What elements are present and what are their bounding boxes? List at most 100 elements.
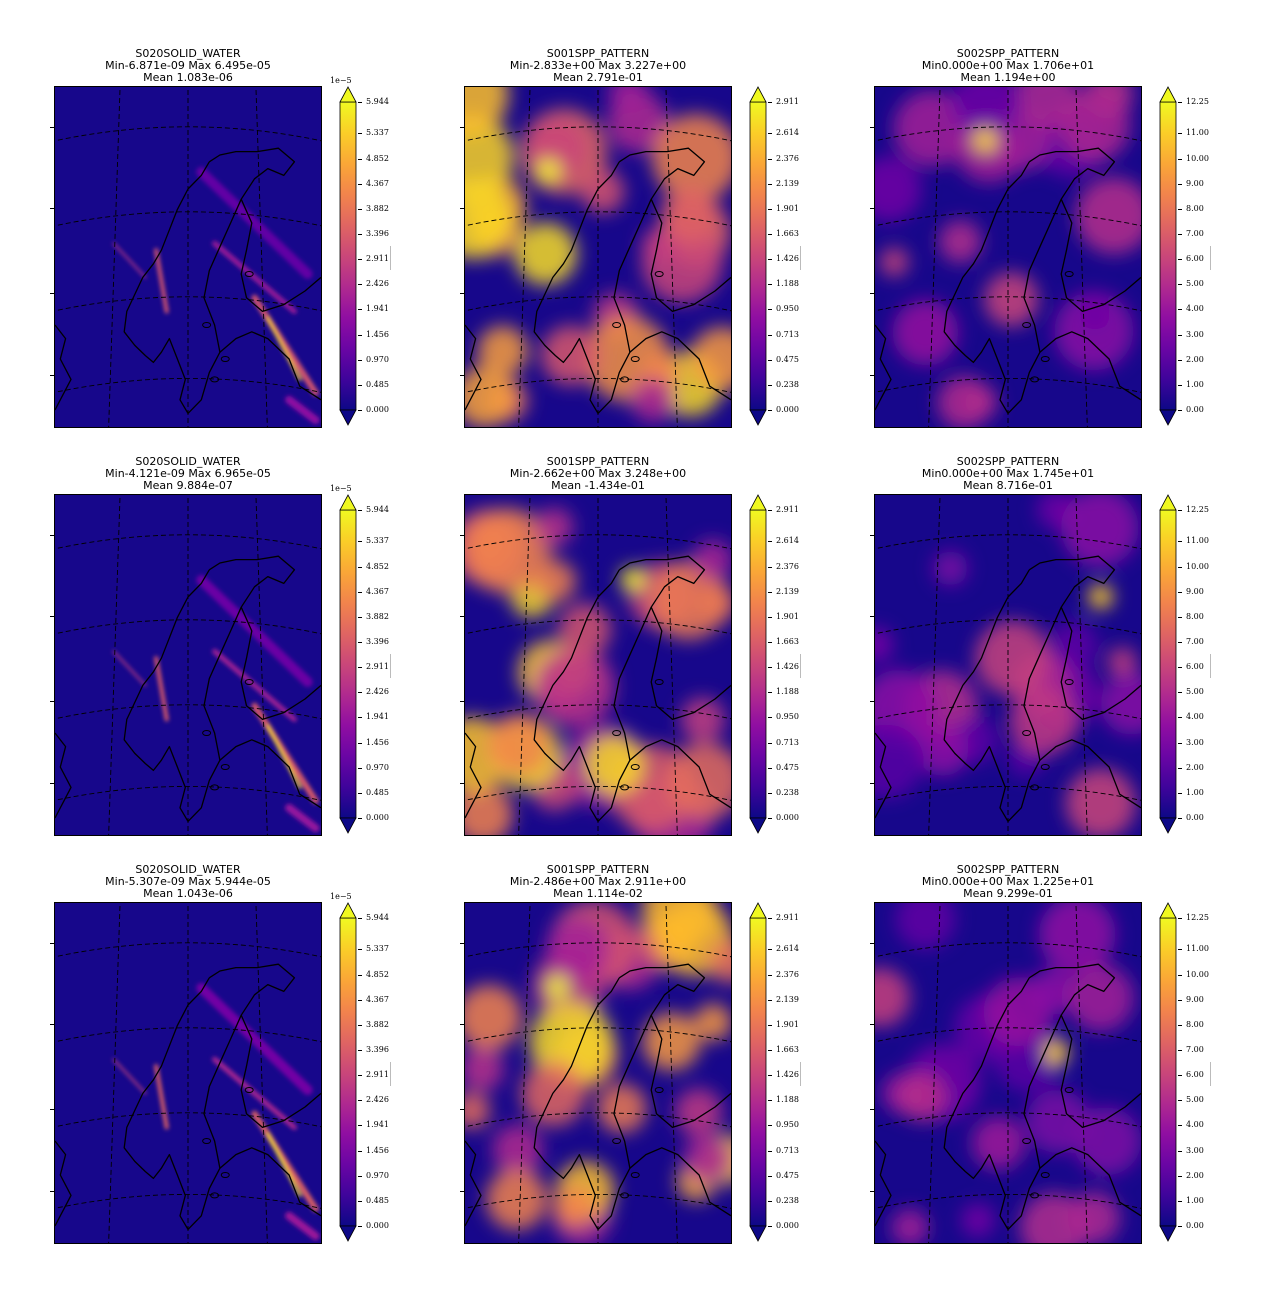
colorbar-tick-label: 1.663	[776, 1045, 799, 1055]
colorbar-gradient	[1159, 917, 1177, 1227]
colorbar-tickmark	[358, 792, 362, 794]
colorbar-tick-label: 0.485	[366, 1195, 389, 1205]
colorbar-tickmark	[358, 1050, 362, 1052]
colorbar-tick-label: 4.852	[366, 561, 389, 571]
colorbar-extend-max	[339, 494, 357, 511]
colorbar-tickmark	[358, 974, 362, 976]
colorbar-tick-label: 11.00	[1186, 536, 1209, 546]
field-blob	[666, 742, 731, 820]
field-blob	[1025, 1089, 1090, 1154]
lake-outline	[612, 730, 622, 736]
colorbar-gradient	[749, 509, 767, 819]
colorbar-tick-label: 12.25	[1186, 97, 1209, 106]
field-layer	[875, 87, 1141, 427]
field-streak	[251, 294, 319, 396]
field-peak	[1044, 1040, 1069, 1065]
axis-tick	[50, 783, 54, 784]
colorbar: 0.000 0.238 0.475 0.713 0.950 1.188 1.426 1.663…	[748, 902, 828, 1244]
colorbar-tickmark	[358, 133, 362, 135]
min-max-label: Min0.000e+00 Max 1.745e+01	[921, 467, 1095, 480]
colorbar-svg	[1159, 86, 1177, 426]
colorbar-tickmark	[768, 949, 772, 951]
axis-tick	[50, 375, 54, 376]
variable-name: S020SOLID_WATER	[135, 455, 241, 468]
graticule	[55, 495, 321, 835]
lake-outline	[244, 271, 254, 277]
coastline-segment	[1060, 198, 1141, 313]
colorbar-tick-label: 2.376	[776, 969, 799, 979]
colorbar: 0.000 0.238 0.475 0.713 0.950 1.188 1.426 1.663…	[748, 494, 828, 836]
field-streak	[251, 1110, 319, 1212]
colorbar-tickmark	[358, 1175, 362, 1177]
axis-tick	[50, 293, 54, 295]
field-streak	[266, 724, 302, 789]
lake-outline	[220, 1172, 230, 1178]
field-blob	[680, 697, 726, 743]
colorbar-svg	[749, 494, 767, 834]
field-blob	[552, 1185, 595, 1229]
panel-title: S001SPP_PATTERN Min-2.486e+00 Max 2.911e+…	[464, 864, 732, 900]
colorbar-tick-label: 1.901	[776, 611, 799, 621]
colorbar-tick-label: 4.00	[1186, 304, 1204, 314]
colorbar-tick-label: 3.882	[366, 611, 389, 621]
colorbar-tickmark	[768, 1125, 772, 1127]
colorbar-offset-label: 1e−5	[330, 484, 352, 493]
coastline-segment	[533, 555, 706, 823]
field-blob	[879, 247, 909, 277]
lake-outline	[630, 1172, 640, 1178]
colorbar-tickmark	[358, 208, 362, 210]
colorbar: 0.000 0.485 0.970 1.456 1.941 2.426 2.911 3.396…	[330, 76, 418, 428]
colorbar-tick-label: 1.188	[776, 279, 799, 289]
mean-label: Mean 9.299e-01	[963, 887, 1053, 900]
min-max-label: Min-2.486e+00 Max 2.911e+00	[509, 875, 687, 888]
coastline	[55, 963, 321, 1231]
colorbar-tick-label: 3.00	[1186, 329, 1204, 339]
field-blob	[608, 87, 649, 114]
variable-name: S001SPP_PATTERN	[546, 47, 650, 60]
field-blob	[964, 385, 998, 419]
colorbar-tickmark	[358, 541, 362, 543]
colorbar-tick-label: 2.00	[1186, 762, 1204, 772]
latitude-line	[875, 296, 1141, 312]
coastline-segment	[943, 147, 1116, 415]
colorbar-tick-label: 7.00	[1186, 229, 1204, 238]
field-layer	[112, 983, 320, 1241]
colorbar-tick-label: 0.000	[366, 405, 389, 414]
colorbar-tickmark	[1178, 667, 1182, 669]
colorbar-tickmark	[768, 1175, 772, 1177]
colorbar-tick-label: 1.00	[1186, 379, 1204, 389]
colorbar-tickmark	[358, 767, 362, 769]
axis-tick	[460, 375, 464, 376]
colorbar-label	[1210, 246, 1211, 270]
map-svg	[465, 903, 731, 1243]
colorbar-tickmark	[1178, 309, 1182, 311]
meridian-line	[665, 87, 678, 427]
axis-tick	[50, 1109, 54, 1111]
colorbar-label	[1210, 654, 1211, 678]
colorbar-tick-label: 5.00	[1186, 279, 1204, 289]
colorbar-tick-label: 2.376	[776, 561, 799, 571]
colorbar-tick-label: 4.852	[366, 969, 389, 979]
colorbar-tickmark	[768, 284, 772, 286]
colorbar-svg	[749, 86, 767, 426]
colorbar-tickmark	[358, 717, 362, 719]
lake-outline	[1064, 1087, 1074, 1093]
colorbar-tick-label: 1.00	[1186, 1195, 1204, 1205]
meridian-line	[255, 87, 268, 427]
colorbar-tickmark	[1178, 1175, 1182, 1177]
map-svg	[875, 495, 1141, 835]
coastline	[465, 963, 731, 1231]
lake-outline	[1040, 1172, 1050, 1178]
colorbar-offset-label: 1e−5	[330, 892, 352, 901]
coastline-segment	[875, 1140, 892, 1227]
field-blob	[696, 583, 731, 624]
coastline	[465, 555, 731, 823]
field-blob	[932, 550, 969, 586]
colorbar-tick-label: 1.188	[776, 687, 799, 697]
colorbar-tick-label: 1.426	[776, 254, 799, 264]
lake-outline	[620, 784, 630, 791]
colorbar-extend-min	[749, 817, 767, 834]
colorbar-tick-label: 1.901	[776, 1019, 799, 1029]
colorbar-tickmark	[358, 566, 362, 568]
lake-outline	[620, 376, 630, 383]
